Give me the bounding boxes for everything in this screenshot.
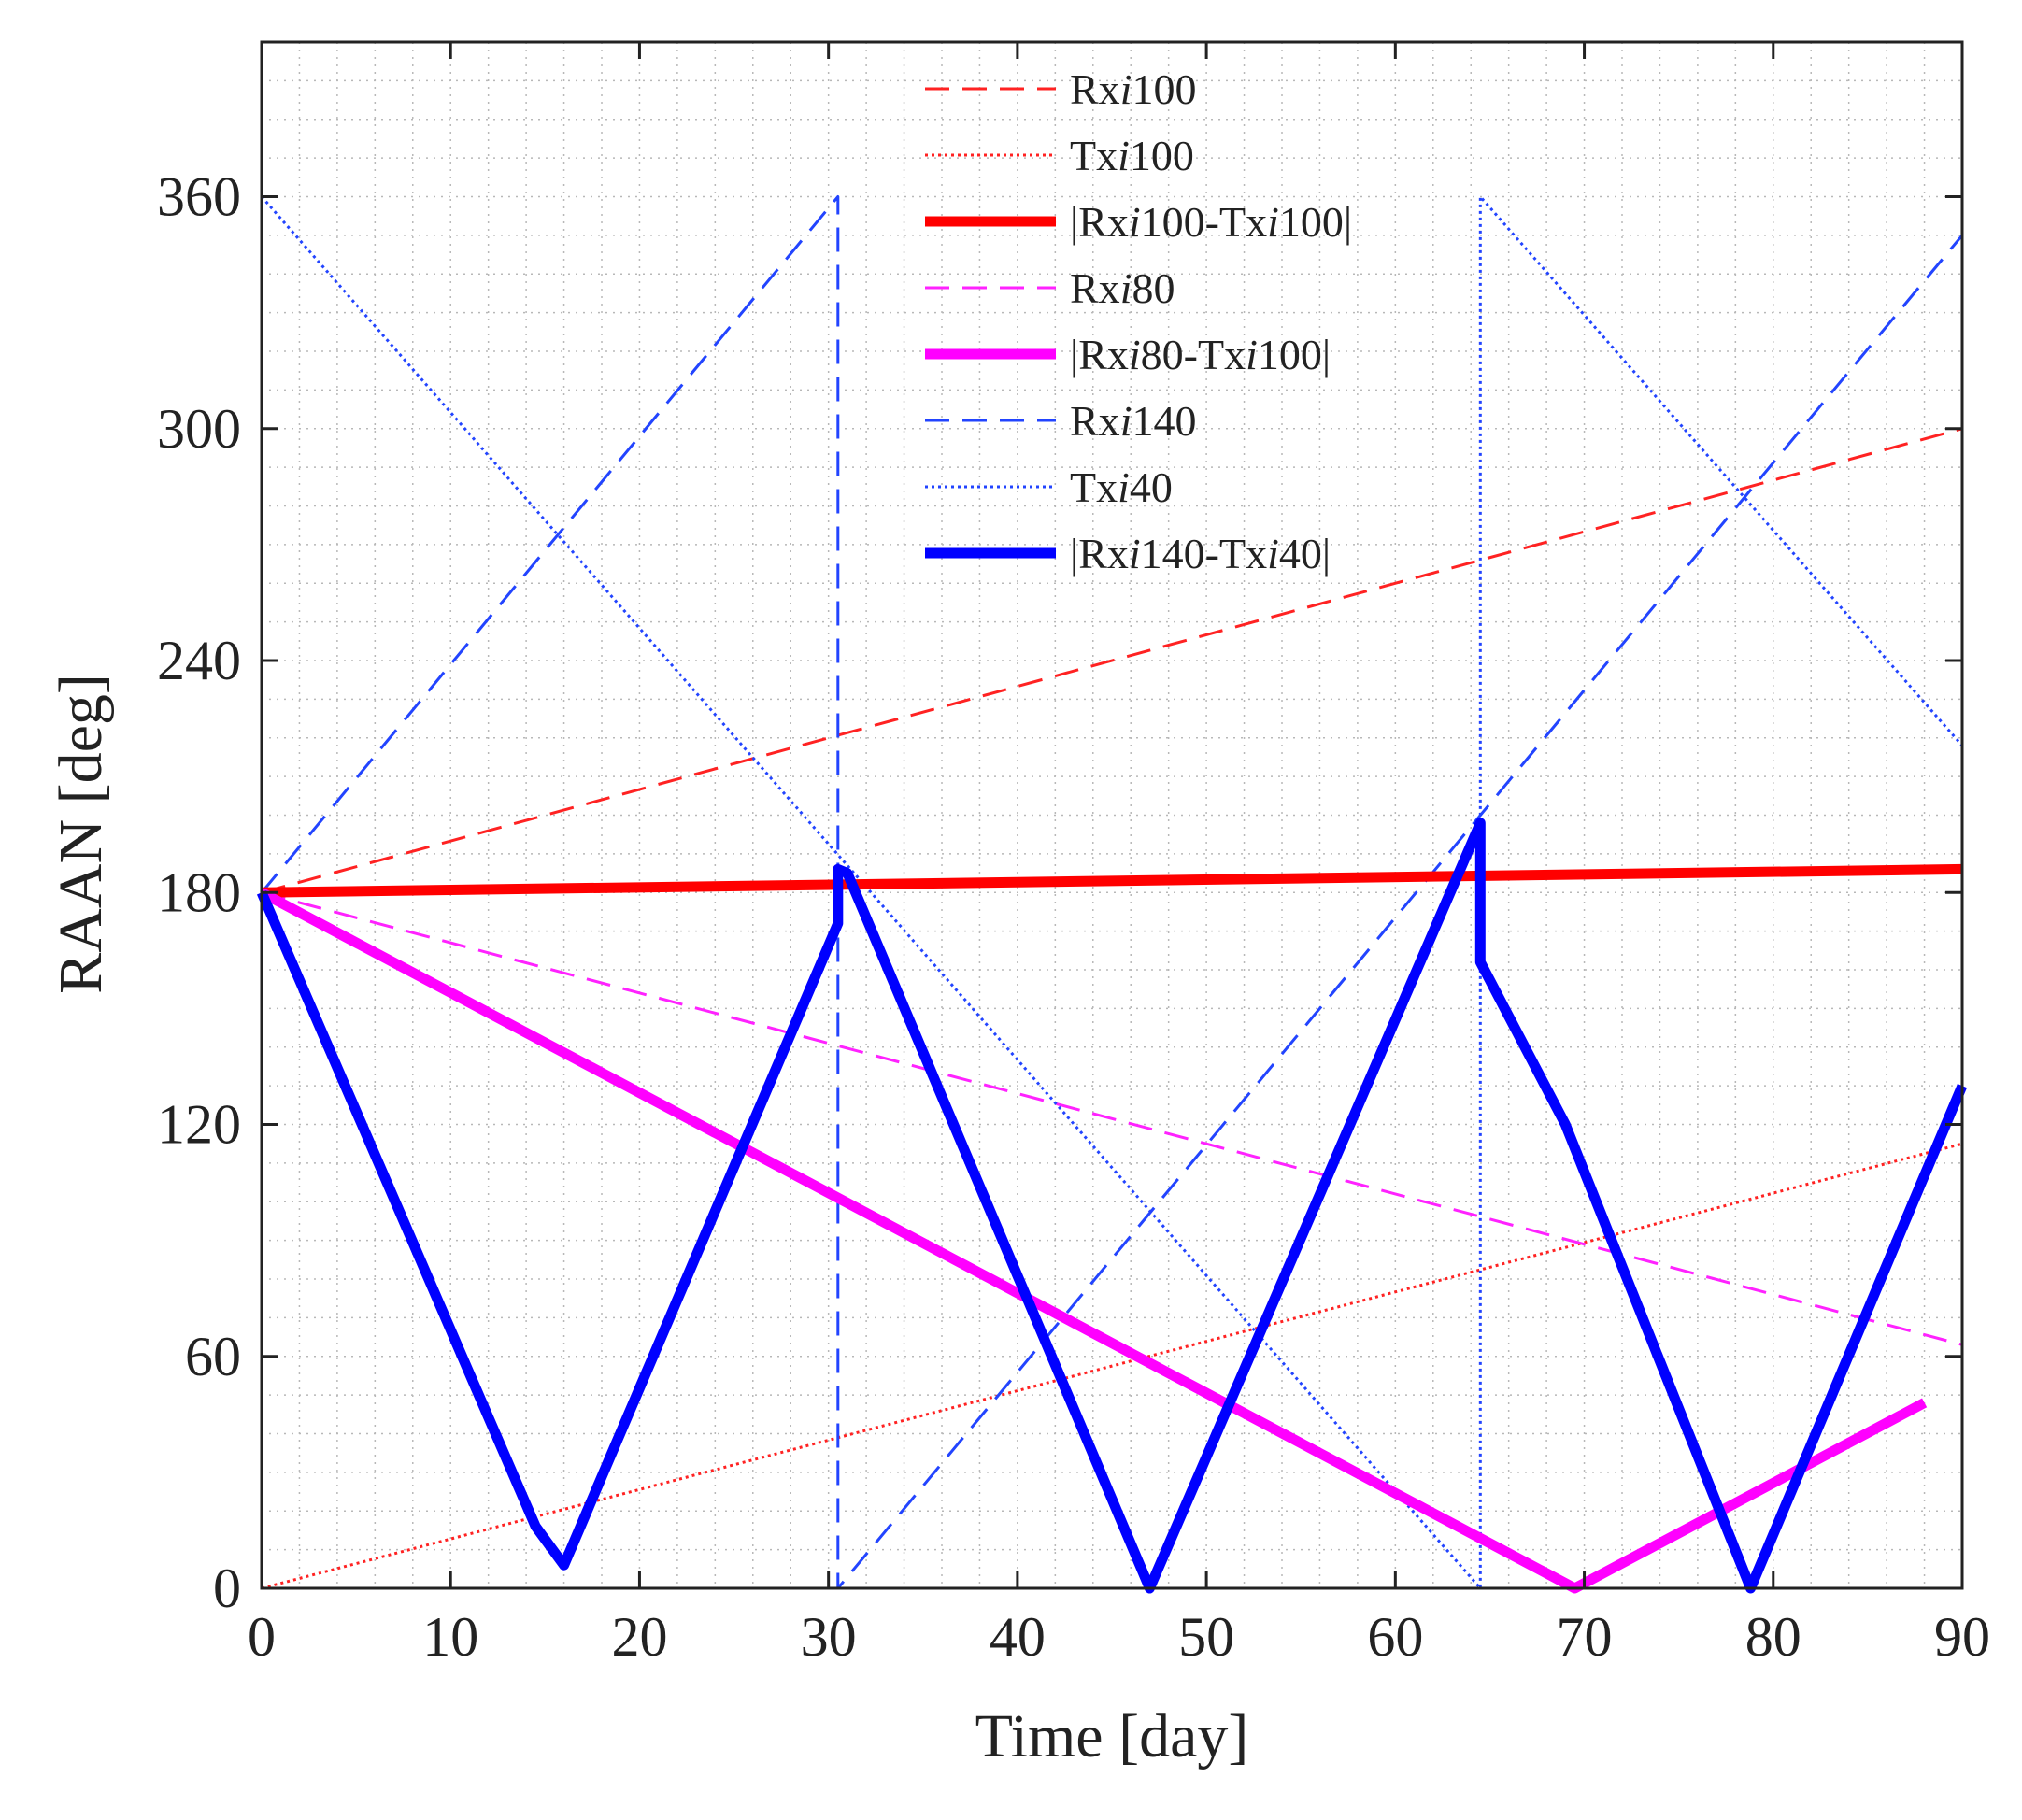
x-tick-label: 10: [422, 1606, 478, 1668]
legend-label: Rxi100: [1070, 65, 1196, 113]
legend-label: Txi40: [1070, 463, 1173, 511]
x-tick-label: 50: [1178, 1606, 1234, 1668]
x-tick-label: 60: [1367, 1606, 1423, 1668]
y-tick-label: 360: [157, 166, 241, 228]
series-line-rxi140-txi40: [256, 818, 1968, 1594]
x-tick-label: 30: [801, 1606, 857, 1668]
y-tick-label: 60: [185, 1326, 241, 1387]
x-tick-label: 70: [1557, 1606, 1613, 1668]
plot-frame: [260, 40, 1964, 1590]
legend-label: Txi100: [1070, 132, 1194, 179]
y-axis-label: RAAN [deg]: [47, 674, 115, 994]
x-axis-label: Time [day]: [975, 1702, 1249, 1770]
x-tick-label: 90: [1934, 1606, 1990, 1668]
y-tick-label: 180: [157, 861, 241, 923]
legend-label: |Rxi140-Txi40|: [1070, 530, 1331, 577]
x-tick-label: 0: [248, 1606, 276, 1668]
series-line-rxi100: [261, 427, 1963, 894]
y-tick-label: 240: [157, 630, 241, 691]
x-tick-label: 20: [611, 1606, 667, 1668]
y-tick-label: 300: [157, 398, 241, 460]
series-line-txi100: [261, 1142, 1963, 1590]
series-line-rxi100-txi100: [261, 863, 1963, 898]
x-tick-label: 40: [990, 1606, 1046, 1668]
legend: Rxi100 Txi100 |Rxi100-Txi100| Rxi80 |Rxi80-T…: [925, 65, 1352, 577]
y-tick-label: 0: [213, 1557, 241, 1619]
ticks: 0 10 20 30 40 50 60 70 80 90 0 60 120 180 240 300 360: [157, 42, 1990, 1668]
y-tick-label: 120: [157, 1094, 241, 1156]
series-line-rxi140: [260, 195, 1964, 1590]
legend-label: Rxi140: [1070, 397, 1196, 445]
legend-label: Rxi80: [1070, 264, 1175, 312]
x-tick-label: 80: [1745, 1606, 1801, 1668]
legend-label: |Rxi80-Txi100|: [1070, 331, 1331, 378]
series-line-rxi80: [261, 890, 1963, 1346]
legend-label: |Rxi100-Txi100|: [1070, 198, 1352, 246]
